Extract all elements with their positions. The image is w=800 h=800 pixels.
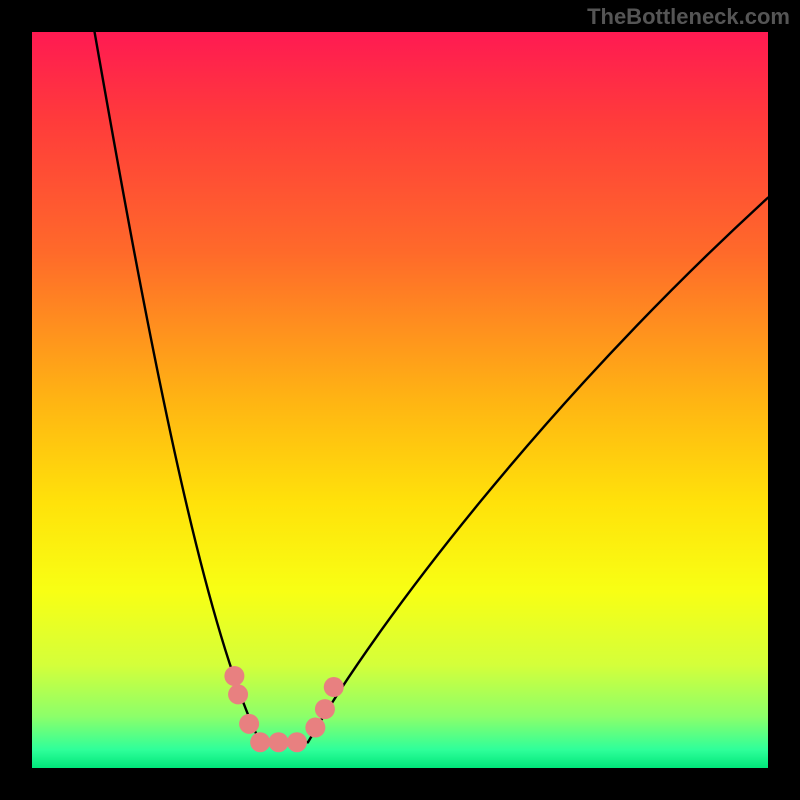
marker-dot [287, 732, 307, 752]
plot-area [32, 32, 768, 768]
bottleneck-chart: TheBottleneck.com [0, 0, 800, 800]
watermark-text: TheBottleneck.com [587, 4, 790, 29]
marker-dot [250, 732, 270, 752]
marker-dot [315, 699, 335, 719]
marker-dot [224, 666, 244, 686]
marker-dot [269, 732, 289, 752]
chart-root: TheBottleneck.com [0, 0, 800, 800]
marker-dot [305, 718, 325, 738]
marker-dot [239, 714, 259, 734]
marker-dot [324, 677, 344, 697]
marker-dot [228, 684, 248, 704]
